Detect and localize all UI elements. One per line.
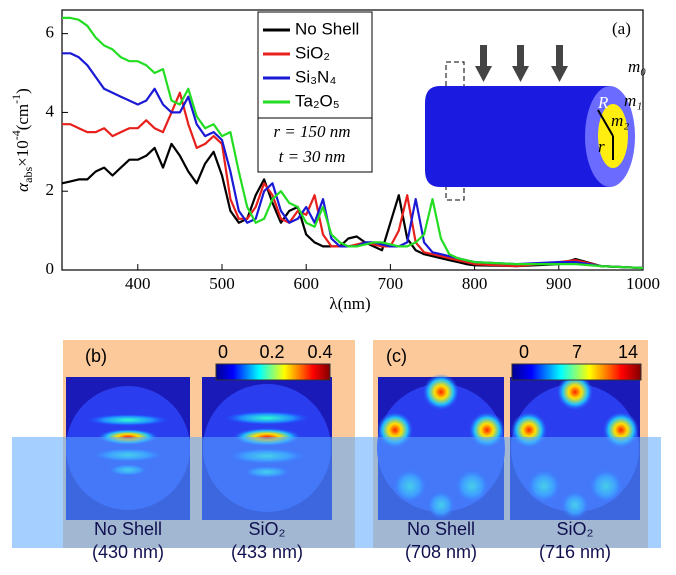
panel-label: (a) — [612, 19, 631, 38]
plot: 0 2 4 6 400 500 600 700 800 900 1000 — [46, 16, 660, 293]
x-tick-label: 1000 — [626, 274, 660, 293]
y-axis-label: αabs×10-4(cm-1) — [9, 88, 35, 192]
x-tick-label: 900 — [546, 274, 572, 293]
panel-label: (b) — [85, 346, 107, 366]
y-label-part: abs — [21, 167, 35, 183]
inset-diagram: m₀ m₁ m₂ R r — [425, 45, 646, 187]
y-label-part: ) — [13, 88, 32, 94]
x-tick-label: 700 — [378, 274, 404, 293]
caption: No Shell — [94, 519, 162, 539]
y-tick-label: 6 — [46, 23, 55, 42]
colorbar-tick: 0 — [519, 342, 529, 362]
inset-label: m₁ — [624, 91, 642, 110]
colorbar-tick: 14 — [618, 342, 638, 362]
y-tick-label: 4 — [46, 101, 55, 120]
plot-frame — [61, 9, 644, 271]
inset-label: R — [597, 93, 609, 112]
inset-label: m₂ — [611, 111, 629, 130]
param: r = 150 nm — [273, 122, 350, 141]
caption: SiO₂ — [249, 519, 286, 539]
series-line — [62, 52, 644, 270]
colorbar-tick: 0.2 — [259, 342, 284, 362]
legend-label: SiO₂ — [295, 43, 330, 62]
param: t = 30 nm — [279, 147, 346, 166]
series-line — [62, 16, 644, 270]
caption: (708 nm) — [405, 542, 477, 562]
overlay-band — [12, 437, 661, 548]
param-box — [257, 117, 373, 173]
y-label-part: ×10 — [13, 140, 32, 167]
legend-label: Ta₂O₅ — [295, 91, 340, 110]
colorbar-tick: 0.4 — [307, 342, 332, 362]
y-label-part: (cm — [13, 104, 32, 130]
x-tick-label: 600 — [293, 274, 319, 293]
panel-label: (c) — [386, 346, 407, 366]
series-line — [61, 142, 644, 270]
captions: No Shell (430 nm) SiO₂ (433 nm) No Shell… — [92, 519, 611, 562]
y-label-part: -1 — [9, 94, 23, 104]
caption: SiO₂ — [557, 519, 594, 539]
y-label-part: -4 — [9, 130, 23, 140]
colorbar-tick: 7 — [572, 342, 582, 362]
inset-label: r — [598, 137, 605, 156]
inset-label: m₀ — [628, 57, 646, 76]
caption: (430 nm) — [92, 542, 164, 562]
x-tick-label: 800 — [462, 274, 488, 293]
x-tick-label: 400 — [125, 274, 151, 293]
x-tick-label: 500 — [209, 274, 235, 293]
y-tick-label: 2 — [46, 180, 55, 199]
y-label-part: α — [13, 182, 32, 192]
legend-label: Si₃N₄ — [295, 67, 336, 86]
legend-label: No Shell — [295, 19, 359, 38]
y-tick-label: 0 — [46, 259, 55, 278]
caption: No Shell — [407, 519, 475, 539]
caption: (716 nm) — [539, 542, 611, 562]
x-axis-label: λ(nm) — [329, 294, 370, 313]
colorbar-tick: 0 — [218, 342, 228, 362]
caption: (433 nm) — [231, 542, 303, 562]
